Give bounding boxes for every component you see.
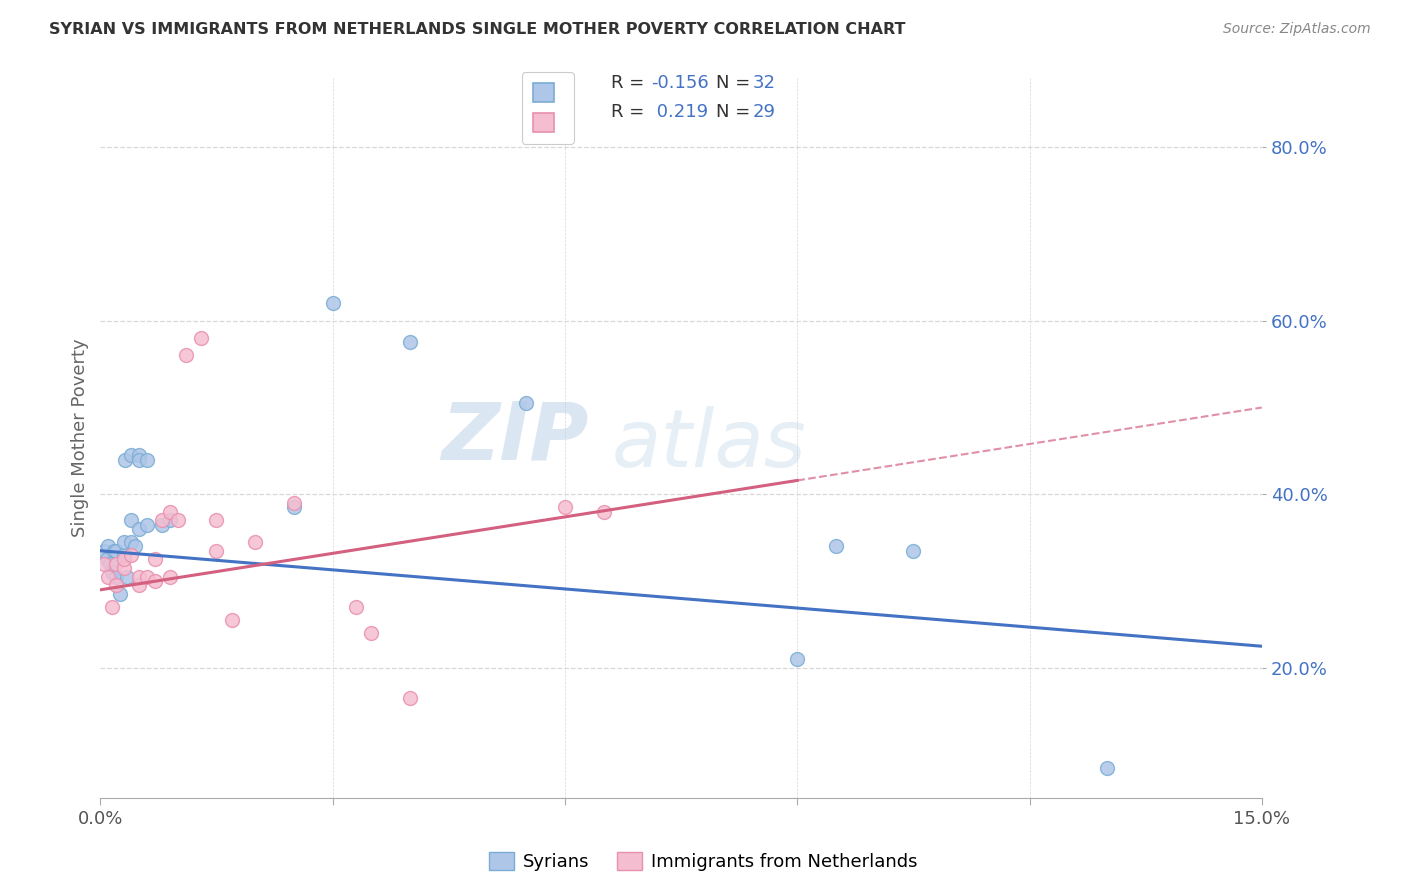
Legend: Syrians, Immigrants from Netherlands: Syrians, Immigrants from Netherlands (481, 845, 925, 879)
Point (825, 540, 848, 554)
Point (150, 517, 173, 532)
Point (1095, 761, 1118, 775)
Text: 29: 29 (754, 103, 776, 121)
Point (360, 626, 382, 640)
Point (128, 448, 150, 462)
Point (159, 505, 181, 519)
Point (120, 513, 142, 527)
Point (104, 557, 127, 571)
Point (554, 500, 576, 515)
Y-axis label: Single Mother Poverty: Single Mother Poverty (72, 339, 89, 537)
Point (93, 543, 115, 558)
Point (283, 500, 305, 515)
Point (159, 513, 181, 527)
Point (143, 552, 166, 566)
Point (150, 513, 173, 527)
Point (114, 452, 136, 467)
Point (120, 548, 142, 562)
Point (205, 543, 228, 558)
Point (399, 335, 422, 350)
Point (128, 578, 150, 592)
Point (903, 543, 925, 558)
Text: R =: R = (612, 74, 651, 93)
Point (135, 570, 157, 584)
Point (96, 552, 118, 566)
Point (221, 613, 243, 627)
Point (97, 570, 120, 584)
Point (515, 396, 537, 410)
Text: atlas: atlas (612, 406, 806, 484)
Point (120, 448, 142, 462)
Point (128, 522, 150, 536)
Point (128, 452, 150, 467)
Point (592, 505, 614, 519)
Text: 0.219: 0.219 (651, 103, 709, 121)
Point (112, 535, 135, 549)
Point (97, 540, 120, 554)
Text: N =: N = (716, 103, 756, 121)
Point (104, 578, 127, 592)
Text: R =: R = (612, 103, 651, 121)
Text: 32: 32 (754, 74, 776, 93)
Point (166, 513, 188, 527)
Point (120, 535, 142, 549)
Point (283, 496, 305, 510)
Text: -0.156: -0.156 (651, 74, 709, 93)
Point (112, 548, 135, 562)
Point (245, 535, 267, 549)
Point (93, 557, 115, 571)
Point (104, 570, 127, 584)
Point (112, 552, 135, 566)
Point (101, 600, 124, 615)
Text: ZIP: ZIP (441, 399, 588, 477)
Point (322, 296, 344, 310)
Point (112, 561, 135, 575)
Point (128, 570, 150, 584)
Text: SYRIAN VS IMMIGRANTS FROM NETHERLANDS SINGLE MOTHER POVERTY CORRELATION CHART: SYRIAN VS IMMIGRANTS FROM NETHERLANDS SI… (49, 22, 905, 37)
Point (344, 600, 367, 615)
Point (143, 574, 166, 588)
Point (103, 543, 125, 558)
Point (124, 540, 146, 554)
Point (98, 557, 121, 571)
Point (159, 570, 181, 584)
Text: N =: N = (716, 74, 756, 93)
Point (101, 566, 124, 580)
Legend: , : , (522, 72, 574, 144)
Point (104, 543, 127, 558)
Point (135, 517, 157, 532)
Point (117, 570, 139, 584)
Point (135, 452, 157, 467)
Point (205, 513, 228, 527)
Point (399, 691, 422, 706)
Point (174, 348, 197, 362)
Text: Source: ZipAtlas.com: Source: ZipAtlas.com (1223, 22, 1371, 37)
Point (786, 652, 808, 666)
Point (190, 331, 212, 345)
Point (108, 587, 131, 601)
